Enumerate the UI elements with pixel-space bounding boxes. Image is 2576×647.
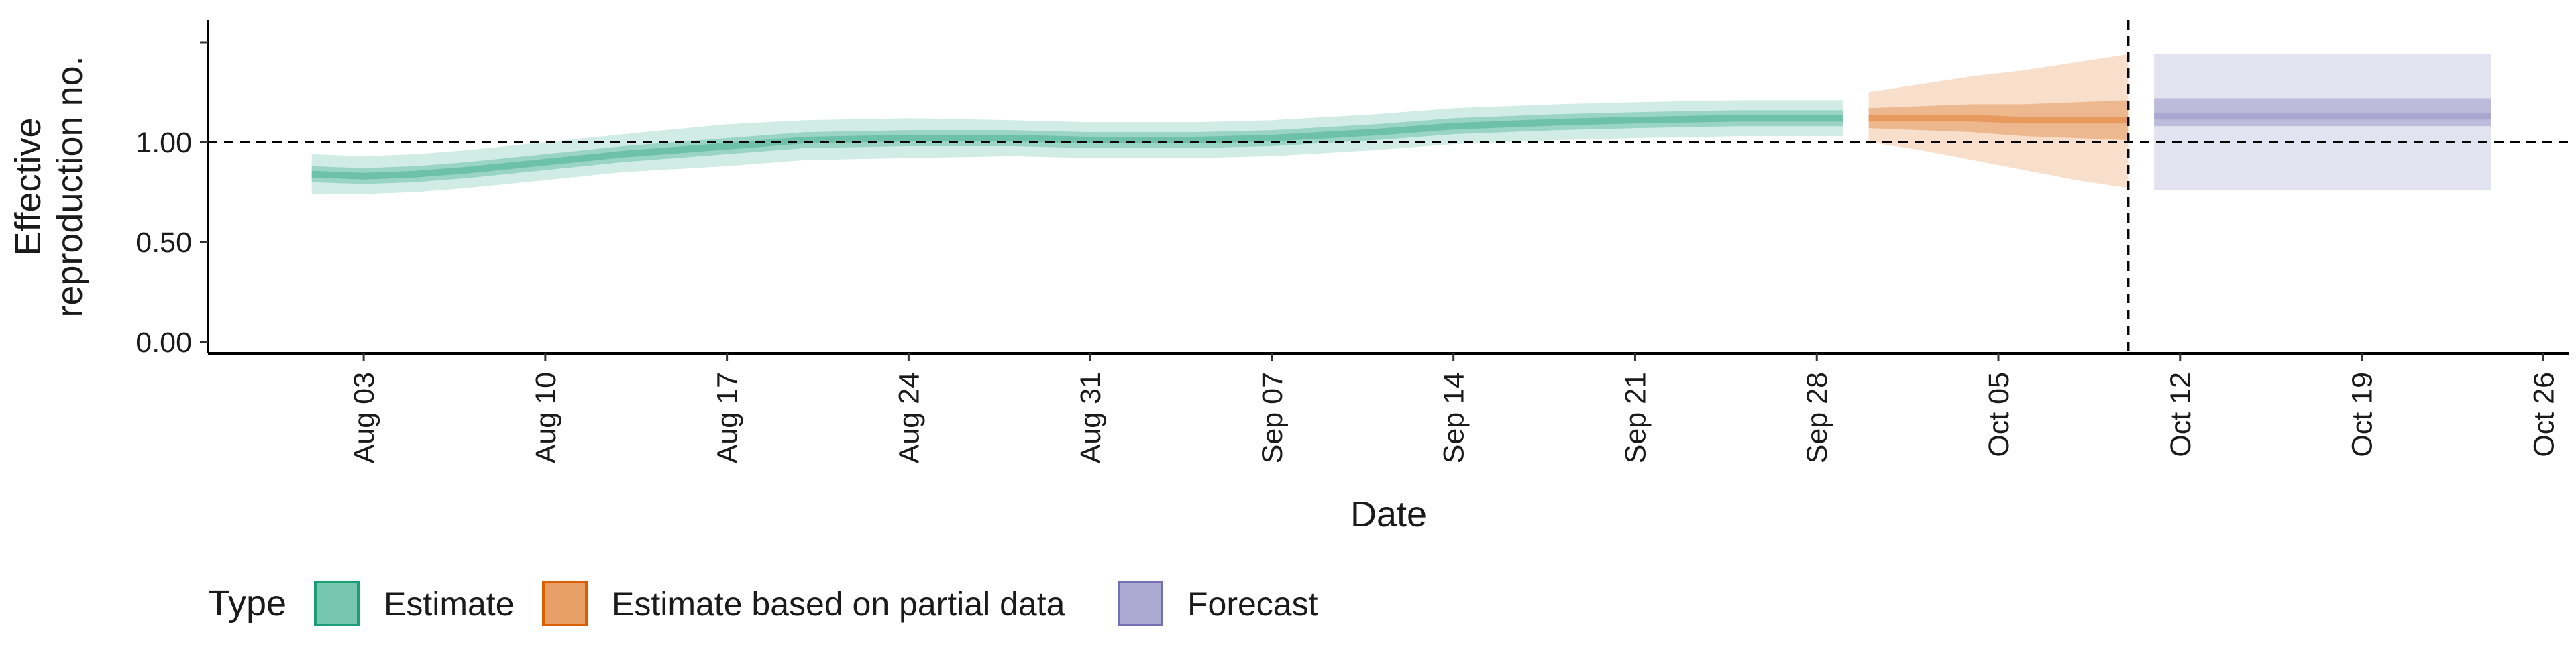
x-axis-ticks: Aug 03 Aug 10 Aug 17 Aug 24 Aug 31 Sep 07 Sep … bbox=[348, 353, 2560, 463]
estimate-inner-band bbox=[311, 110, 1843, 184]
axis-titles: Effectivereproduction no. Date bbox=[8, 56, 1427, 534]
legend-label-estimate-based-on-partial-data: Estimate based on partial data bbox=[612, 585, 1065, 623]
x-tick-label: Aug 24 bbox=[893, 372, 925, 463]
y-axis-title-line: reproduction no. bbox=[50, 56, 90, 317]
estimate-based-on-partial-data-inner-band bbox=[1868, 100, 2129, 140]
legend-key-forecast bbox=[1118, 581, 1163, 626]
legend: Type Estimate Estimate based on partial d… bbox=[208, 581, 1318, 626]
x-tick-label: Aug 17 bbox=[712, 372, 744, 463]
forecast-inner-band bbox=[2154, 98, 2491, 127]
median-lines bbox=[311, 113, 2491, 180]
x-axis-title: Date bbox=[1350, 494, 1427, 534]
x-tick-label: Oct 19 bbox=[2347, 372, 2379, 457]
estimate-based-on-partial-data-median bbox=[1868, 115, 2129, 124]
x-tick-label: Aug 31 bbox=[1075, 372, 1107, 463]
y-axis-title-line: Effective bbox=[8, 117, 48, 255]
x-tick-label: Aug 03 bbox=[348, 372, 380, 463]
reference-lines bbox=[208, 20, 2569, 353]
estimate-outer-band bbox=[311, 100, 1843, 194]
legend-label-estimate: Estimate bbox=[384, 585, 515, 623]
x-tick-label: Oct 26 bbox=[2528, 372, 2560, 457]
y-axis-title: Effectivereproduction no. bbox=[8, 56, 90, 317]
y-tick-label: 0.50 bbox=[136, 227, 192, 259]
estimate-median bbox=[311, 115, 1843, 180]
legend-key-estimate-based-on-partial-data bbox=[542, 581, 588, 626]
interval-bands bbox=[311, 54, 2491, 194]
legend-key-estimate bbox=[314, 581, 360, 626]
y-tick-label: 0.00 bbox=[136, 327, 192, 359]
legend-title: Type bbox=[208, 583, 286, 624]
forecast-outer-band bbox=[2154, 54, 2491, 190]
x-tick-label: Sep 07 bbox=[1256, 372, 1289, 463]
axes bbox=[207, 20, 2569, 355]
x-tick-label: Aug 10 bbox=[530, 372, 562, 463]
estimate-based-on-partial-data-outer-band bbox=[1868, 54, 2129, 188]
y-axis-ticks: 0.00 0.50 1.00 bbox=[136, 41, 208, 359]
x-tick-label: Sep 14 bbox=[1438, 372, 1470, 463]
x-tick-label: Sep 28 bbox=[1801, 372, 1833, 463]
y-tick-label: 1.00 bbox=[136, 127, 192, 159]
legend-label-forecast: Forecast bbox=[1187, 585, 1318, 623]
x-tick-label: Sep 21 bbox=[1619, 372, 1652, 463]
x-tick-label: Oct 05 bbox=[1983, 372, 2015, 457]
x-tick-label: Oct 12 bbox=[2165, 372, 2197, 457]
